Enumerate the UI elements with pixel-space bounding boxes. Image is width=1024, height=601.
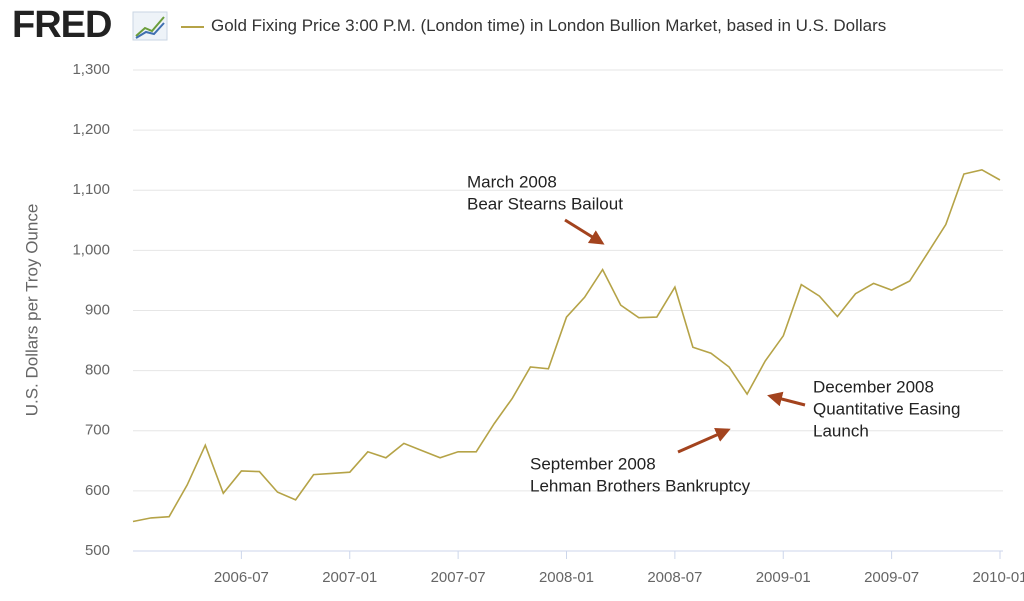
annotation-arrow [677, 427, 731, 454]
y-tick-label: 600 [85, 482, 110, 499]
y-axis-label: U.S. Dollars per Troy Ounce [22, 204, 41, 417]
x-tick-label: 2009-01 [756, 569, 811, 586]
annotation-text: Launch [813, 421, 869, 440]
annotation-arrow [767, 391, 806, 407]
x-tick-label: 2007-01 [322, 569, 377, 586]
y-tick-label: 1,300 [72, 61, 110, 78]
y-tick-label: 1,100 [72, 181, 110, 198]
x-tick-label: 2007-07 [431, 569, 486, 586]
legend-label: Gold Fixing Price 3:00 P.M. (London time… [211, 16, 887, 35]
logo: FRED [12, 4, 112, 46]
annotation-text: Quantitative Easing [813, 399, 960, 418]
y-tick-label: 900 [85, 301, 110, 318]
annotation-text: Lehman Brothers Bankruptcy [530, 476, 751, 495]
y-tick-label: 500 [85, 542, 110, 559]
annotation-text: September 2008 [530, 454, 656, 473]
annotation-arrow [564, 218, 605, 245]
data-line [132, 168, 1001, 523]
y-tick-label: 700 [85, 422, 110, 439]
x-tick-label: 2009-07 [864, 569, 919, 586]
y-tick-label: 1,200 [72, 121, 110, 138]
annotation-text: December 2008 [813, 377, 934, 396]
annotation-text: Bear Stearns Bailout [467, 194, 623, 213]
logo-icon [132, 11, 168, 41]
x-tick-label: 2008-07 [647, 569, 702, 586]
x-tick-label: 2010-01 [972, 569, 1024, 586]
y-tick-label: 800 [85, 362, 110, 379]
y-tick-label: 1,000 [72, 241, 110, 258]
x-tick-label: 2008-01 [539, 569, 594, 586]
x-tick-label: 2006-07 [214, 569, 269, 586]
annotation-text: March 2008 [467, 172, 557, 191]
